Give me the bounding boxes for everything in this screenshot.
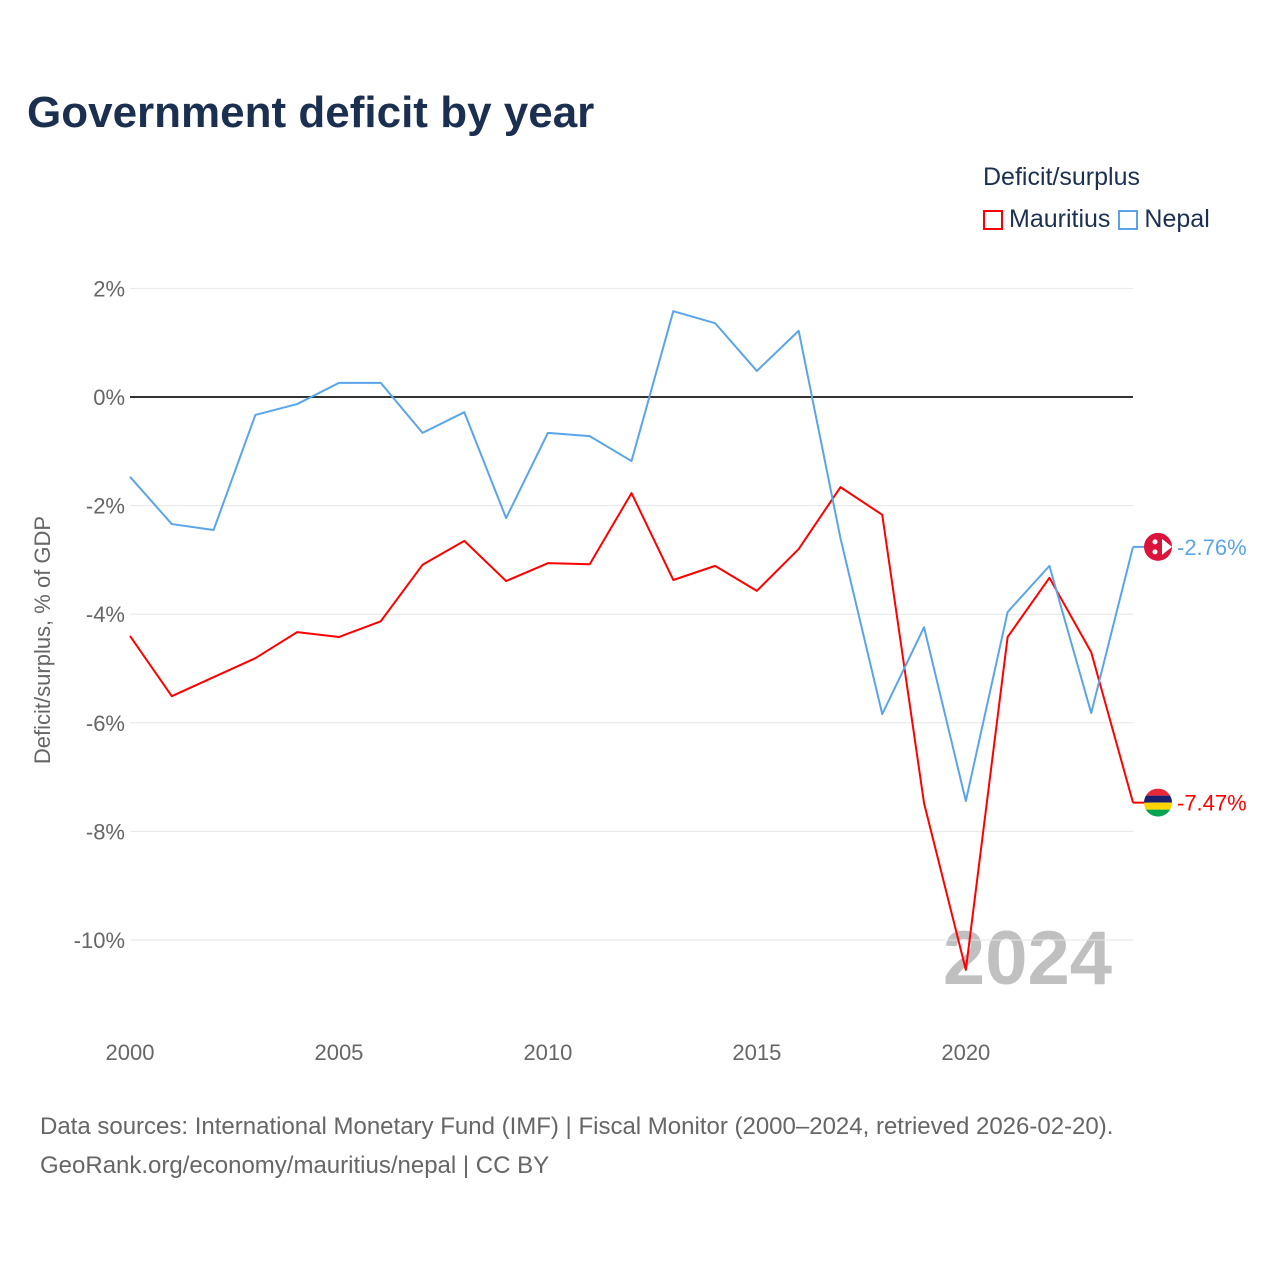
series-line-nepal [129,310,1134,802]
y-axis-label: Deficit/surplus, % of GDP [30,516,55,764]
x-tick-label: 2020 [941,1040,990,1065]
x-tick-label: 2000 [106,1040,155,1065]
legend-swatch-mauritius [983,209,1003,230]
y-tick-label: -8% [86,819,125,844]
attribution-text: GeoRank.org/economy/mauritius/nepal | CC… [40,1152,550,1179]
mauritius-flag-icon [1144,802,1172,810]
x-tick-label: 2010 [523,1040,572,1065]
nepal-flag-icon [1162,538,1172,555]
legend-title: Deficit/surplus [983,163,1140,191]
nepal-flag-sun [1152,549,1158,555]
legend-label: Nepal [1144,205,1210,233]
y-tick-label: 2% [93,276,125,301]
y-tick-label: -4% [86,602,125,627]
end-value-label: -2.76% [1177,535,1247,560]
chart-title: Government deficit by year [27,88,595,137]
legend: Mauritius Nepal [983,205,1210,234]
legend-item-nepal[interactable]: Nepal [1118,205,1210,234]
mauritius-flag-icon [1144,795,1172,803]
y-tick-label: -10% [74,928,125,953]
mauritius-flag-icon [1144,788,1172,796]
end-value-label: -7.47% [1177,791,1247,816]
year-watermark: 2024 [943,916,1112,1001]
x-tick-label: 2015 [732,1040,781,1065]
footer: Data sources: International Monetary Fun… [40,1107,1113,1185]
source-text: Data sources: International Monetary Fun… [40,1113,1114,1140]
legend-label: Mauritius [1009,205,1111,233]
legend-swatch-nepal [1118,209,1139,230]
series-line-mauritius [129,486,1134,971]
mauritius-flag-icon [1144,809,1172,817]
y-tick-label: -2% [86,494,125,519]
x-tick-label: 2005 [314,1040,363,1065]
nepal-flag-moon [1152,539,1158,545]
nepal-flag-icon [1144,532,1172,561]
y-tick-label: 0% [93,385,125,410]
y-tick-label: -6% [86,711,125,736]
legend-item-mauritius[interactable]: Mauritius [983,205,1110,234]
